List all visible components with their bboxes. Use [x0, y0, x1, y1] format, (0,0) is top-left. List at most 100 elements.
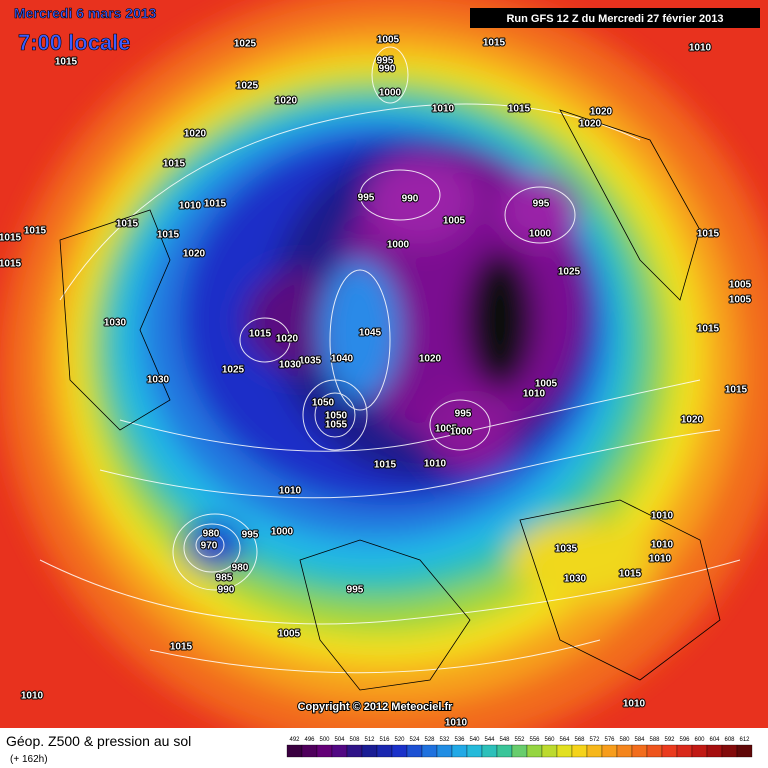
scale-swatch	[556, 744, 573, 758]
scale-label: 500	[319, 737, 330, 743]
isobar-label: 995	[377, 56, 394, 67]
scale-swatch	[691, 744, 708, 758]
scale-label: 600	[694, 737, 705, 743]
scale-swatch	[661, 744, 678, 758]
scale-swatch	[736, 744, 753, 758]
isobar-label: 1020	[579, 119, 602, 130]
scale-label: 548	[499, 737, 510, 743]
isobar-label: 1005	[278, 629, 301, 640]
isobar-label: 1010	[179, 201, 202, 212]
isobar-label: 1020	[183, 249, 206, 260]
scale-label: 560	[544, 737, 555, 743]
isobar-label: 1010	[651, 511, 674, 522]
isobar-label: 1020	[275, 96, 298, 107]
isobar-label: 1025	[234, 39, 257, 50]
isobar-label: 1015	[374, 460, 397, 471]
isobar-label: 1005	[535, 379, 558, 390]
scale-label: 540	[469, 737, 480, 743]
isobar-label: 1010	[523, 389, 546, 400]
scale-label: 520	[394, 737, 405, 743]
isobar-label: 1010	[432, 104, 455, 115]
isobar-label: 1050	[325, 411, 348, 422]
scale-swatch	[451, 744, 468, 758]
isobar-label: 1005	[377, 35, 400, 46]
scale-swatch	[346, 744, 363, 758]
isobar-label: 995	[347, 585, 364, 596]
scale-label: 596	[679, 737, 690, 743]
isobar-label: 1015	[170, 642, 193, 653]
isobar-label: 1030	[564, 574, 587, 585]
isobar-label: 1020	[681, 415, 704, 426]
isobar-label: 995	[455, 409, 472, 420]
isobar-label: 1030	[104, 318, 127, 329]
isobar-label: 1015	[163, 159, 186, 170]
isobar-label: 1015	[24, 226, 47, 237]
scale-swatch	[436, 744, 453, 758]
isobar-label: 995	[242, 530, 259, 541]
legend-title: Géop. Z500 & pression au sol	[6, 733, 191, 749]
scale-swatch	[286, 744, 303, 758]
isobar-label: 1000	[271, 527, 294, 538]
isobar-label: 1015	[508, 104, 531, 115]
isobar-label: 1025	[236, 81, 259, 92]
isobar-label: 1010	[649, 554, 672, 565]
isobar-label: 1015	[55, 57, 78, 68]
isobar-label: 1010	[651, 540, 674, 551]
scale-label: 604	[709, 737, 720, 743]
scale-swatch	[376, 744, 393, 758]
scale-label: 580	[619, 737, 630, 743]
scale-swatch	[331, 744, 348, 758]
isobar-label: 1015	[157, 230, 180, 241]
isobar-label: 1015	[116, 219, 139, 230]
isobar-label: 1000	[450, 427, 473, 438]
isobar-label: 995	[358, 193, 375, 204]
isobar-label: 1015	[0, 233, 22, 244]
isobar-label: 1025	[558, 267, 581, 278]
scale-swatch	[676, 744, 693, 758]
isobar-label: 1035	[555, 544, 578, 555]
scale-swatch	[391, 744, 408, 758]
isobar-label: 1015	[697, 324, 720, 335]
scale-swatch	[541, 744, 558, 758]
scale-label: 512	[364, 737, 375, 743]
run-box	[470, 8, 760, 28]
isobar-label: 1005	[443, 216, 466, 227]
isobar-label: 970	[201, 541, 218, 552]
isobar-label: 1010	[424, 459, 447, 470]
isobar-label: 1015	[619, 569, 642, 580]
color-scale: 492 496 500 504 508 512 516 520 524 528 532 536 540 5…	[286, 737, 753, 758]
run-info: Run GFS 12 Z du Mercredi 27 février 2013	[506, 13, 723, 25]
isobar-label: 1015	[204, 199, 227, 210]
isobar-label: 1000	[529, 229, 552, 240]
isobar-label: 1015	[483, 38, 506, 49]
scale-swatch	[586, 744, 603, 758]
scale-swatch	[601, 744, 618, 758]
isobar-label: 1055	[325, 420, 348, 431]
scale-swatch	[571, 744, 588, 758]
scale-label: 496	[304, 737, 315, 743]
scale-label: 492	[289, 737, 300, 743]
isobar-label: 1005	[435, 424, 458, 435]
isobar-label: 1050	[312, 398, 335, 409]
scale-label: 524	[409, 737, 420, 743]
isobar-label: 990	[379, 64, 396, 75]
isobar-label: 1015	[725, 385, 748, 396]
isobar-label: 1025	[222, 365, 245, 376]
scale-label: 528	[424, 737, 435, 743]
scale-swatch	[301, 744, 318, 758]
scale-label: 516	[379, 737, 390, 743]
isobar-label: 1010	[689, 43, 712, 54]
isobar-label: 995	[533, 199, 550, 210]
isobar-label: 980	[203, 529, 220, 540]
isobar-label: 1020	[419, 354, 442, 365]
scale-swatch	[361, 744, 378, 758]
isobar-label: 1000	[387, 240, 410, 251]
map-time: 7:00 locale	[18, 30, 131, 55]
isobar-label: 990	[218, 585, 235, 596]
isobar-label: 1000	[379, 88, 402, 99]
scale-label: 584	[634, 737, 645, 743]
scale-label: 504	[334, 737, 345, 743]
isobar-label: 990	[402, 194, 419, 205]
